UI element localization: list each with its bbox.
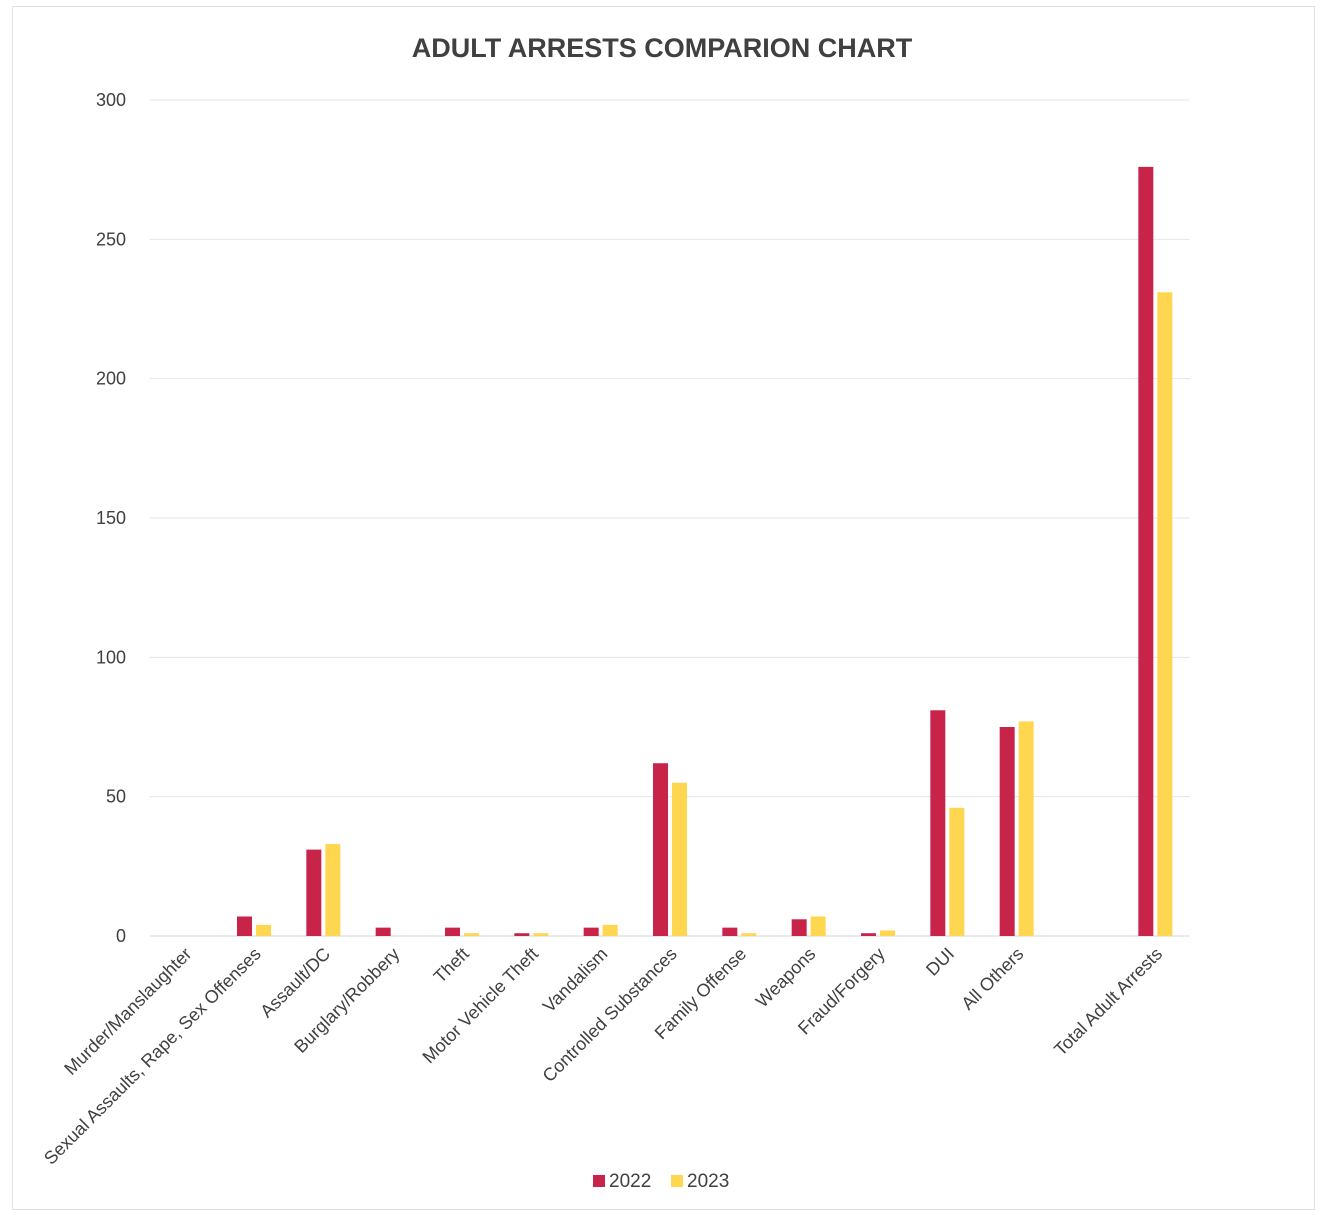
chart-title: ADULT ARRESTS COMPARION CHART bbox=[412, 33, 913, 63]
x-tick-label: Total Adult Arrests bbox=[1050, 944, 1166, 1060]
chart-frame bbox=[12, 6, 1315, 1210]
bar-2023-fraud-forgery bbox=[880, 930, 895, 936]
x-tick-label: Motor Vehicle Theft bbox=[419, 944, 543, 1068]
y-tick-label: 250 bbox=[96, 229, 126, 249]
y-tick-label: 150 bbox=[96, 508, 126, 528]
bar-2022-assault-dc bbox=[306, 849, 322, 936]
x-tick-label: All Others bbox=[957, 944, 1027, 1014]
bar-2023-controlled-substances bbox=[672, 782, 687, 936]
y-axis: 0 50 100 150 200 250 300 bbox=[96, 90, 126, 946]
x-tick-label: Murder/Manslaughter bbox=[60, 944, 195, 1079]
bar-2022-controlled-substances bbox=[653, 763, 668, 936]
y-tick-label: 50 bbox=[106, 787, 126, 807]
bar-2023-weapons bbox=[810, 916, 826, 936]
legend-label-2023: 2023 bbox=[687, 1171, 729, 1192]
gridlines bbox=[150, 99, 1190, 937]
bar-2023-assault-dc bbox=[325, 844, 341, 936]
y-tick-label: 100 bbox=[96, 647, 126, 667]
bar-2023-all-others bbox=[1018, 721, 1034, 936]
x-tick-label: Vandalism bbox=[539, 944, 612, 1017]
y-tick-label: 300 bbox=[96, 90, 126, 110]
bar-2022-fraud-forgery bbox=[861, 933, 876, 936]
bar-2023-total-adult-arrests bbox=[1157, 292, 1173, 936]
legend: 2022 2023 bbox=[593, 1171, 729, 1192]
bar-2023-vandalism bbox=[602, 924, 618, 936]
x-tick-label: Weapons bbox=[752, 944, 820, 1012]
bar-2022-burglary-robbery bbox=[375, 927, 391, 936]
legend-label-2022: 2022 bbox=[609, 1171, 651, 1192]
bar-2022-vandalism bbox=[583, 927, 599, 936]
bar-2023-dui bbox=[949, 807, 965, 936]
bar-2022-theft bbox=[445, 927, 460, 936]
x-tick-label: Theft bbox=[430, 944, 473, 987]
bar-2022-total-adult-arrests bbox=[1138, 166, 1154, 936]
bar-2022-all-others bbox=[999, 727, 1015, 936]
bar-2022-family-offense bbox=[722, 927, 738, 936]
bar-2022-sexual-assaults-rape-sex-offenses bbox=[237, 916, 252, 936]
bar-2023-family-offense bbox=[741, 933, 757, 936]
y-tick-label: 0 bbox=[116, 926, 126, 946]
legend-swatch-2023 bbox=[671, 1175, 683, 1187]
bars bbox=[237, 166, 1173, 936]
bar-2023-motor-vehicle-theft bbox=[533, 933, 549, 936]
x-tick-label: DUI bbox=[922, 944, 958, 980]
y-tick-label: 200 bbox=[96, 369, 126, 389]
bar-2022-dui bbox=[930, 710, 946, 936]
bar-2023-theft bbox=[464, 933, 479, 936]
x-tick-label: Controlled Substances bbox=[539, 944, 681, 1086]
legend-swatch-2022 bbox=[593, 1175, 605, 1187]
bar-2022-motor-vehicle-theft bbox=[514, 933, 530, 936]
bar-2022-weapons bbox=[791, 919, 807, 936]
bar-2023-sexual-assaults-rape-sex-offenses bbox=[256, 924, 271, 936]
